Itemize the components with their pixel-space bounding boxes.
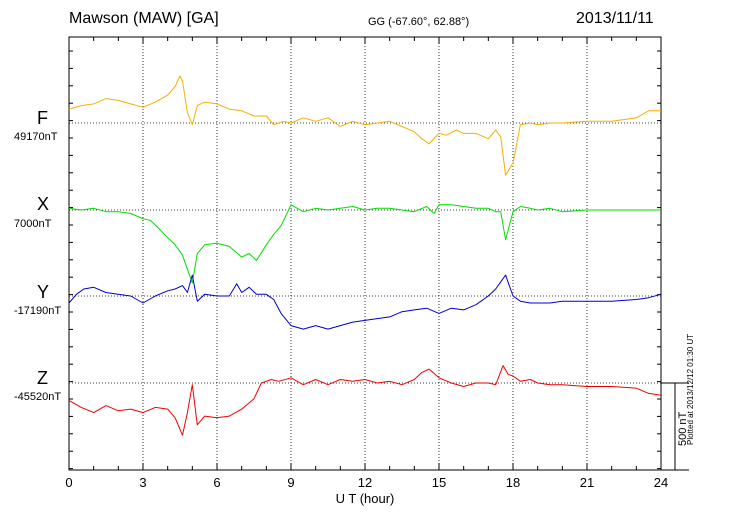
series-line-x	[68, 204, 661, 284]
x-tick-label: 15	[432, 475, 446, 490]
baseline-label-y: -17190nT	[14, 305, 62, 317]
component-label-z: Z	[37, 368, 48, 388]
x-tick-label: 24	[654, 475, 668, 490]
component-label-x: X	[37, 194, 50, 214]
x-tick-label: 9	[287, 475, 294, 490]
component-label-y: Y	[37, 282, 50, 302]
baseline-label-z: -45520nT	[14, 391, 62, 403]
x-axis-label: U T (hour)	[336, 491, 395, 506]
x-tick-label: 18	[506, 475, 520, 490]
x-tick-label: 21	[580, 475, 594, 490]
series-line-z	[68, 365, 662, 436]
series-line-f	[68, 75, 661, 176]
baseline-label-f: 49170nT	[14, 131, 58, 143]
x-tick-label: 0	[65, 475, 72, 490]
station-title: Mawson (MAW) [GA]	[69, 10, 219, 27]
x-tick-label: 3	[139, 475, 146, 490]
x-tick-label: 6	[213, 475, 220, 490]
plotted-timestamp: Plotted at 2013/12/12 01:30 UT	[686, 333, 695, 445]
series-line-y	[68, 274, 662, 330]
baseline-label-x: 7000nT	[14, 218, 52, 230]
geographic-coordinates: GG (-67.60°, 62.88°)	[368, 16, 470, 28]
component-label-f: F	[37, 108, 48, 128]
x-tick-label: 12	[358, 475, 372, 490]
date-title: 2013/11/11	[576, 10, 654, 27]
